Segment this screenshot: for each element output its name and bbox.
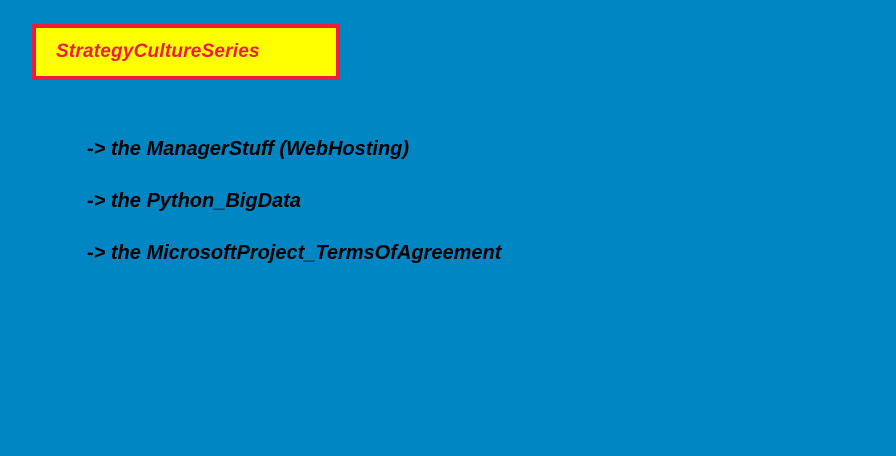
link-list: -> the ManagerStuff (WebHosting) -> the …	[87, 136, 501, 292]
link-python-bigdata[interactable]: -> the Python_BigData	[87, 190, 301, 212]
title-banner: StrategyCultureSeries	[32, 24, 340, 80]
page-title: StrategyCultureSeries	[56, 41, 260, 62]
link-microsoftproject-terms[interactable]: -> the MicrosoftProject_TermsOfAgreement	[87, 242, 502, 264]
link-managerstuff-webhosting[interactable]: -> the ManagerStuff (WebHosting)	[87, 138, 410, 160]
